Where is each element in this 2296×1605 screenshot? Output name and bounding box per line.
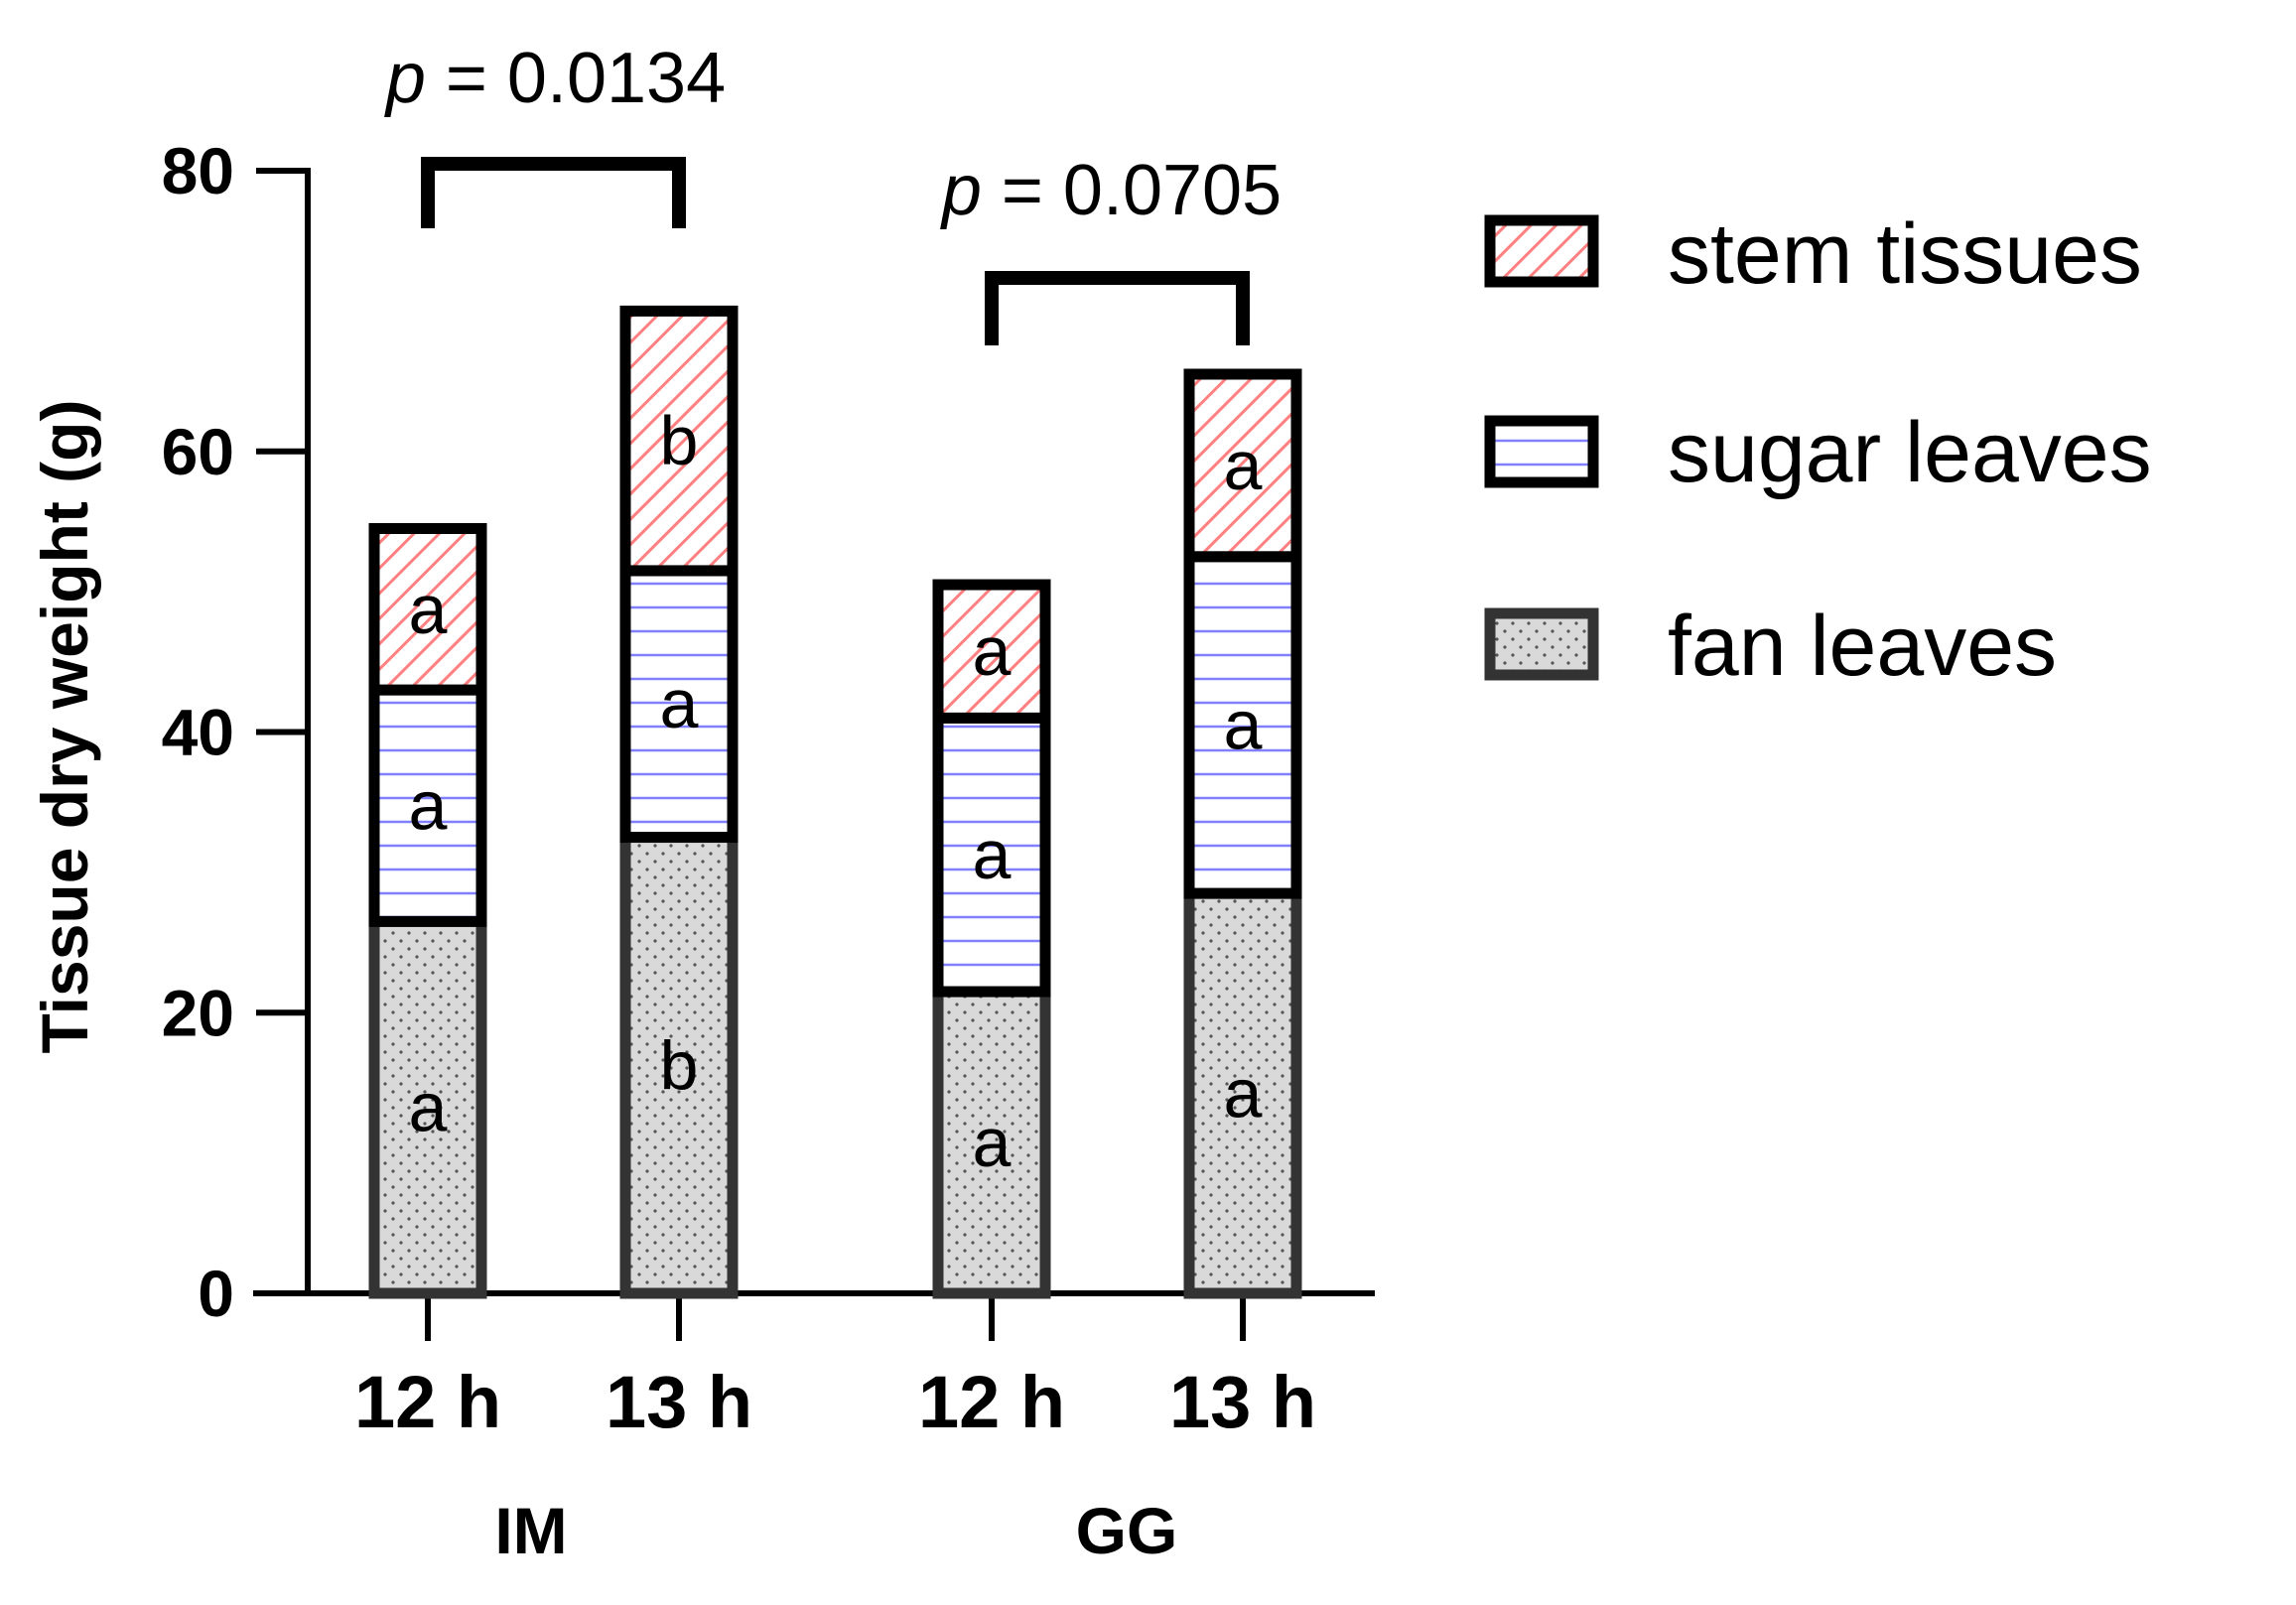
significance-letter-stem-tissues-0: a xyxy=(409,571,448,648)
group-label-gg: GG xyxy=(1076,1494,1178,1567)
significance-letter-stem-tissues-2: a xyxy=(973,612,1012,690)
legend-label-fan-leaves: fan leaves xyxy=(1668,599,2057,694)
y-tick-label-60: 60 xyxy=(162,415,234,488)
comparison-bracket-gg xyxy=(985,271,1250,345)
significance-letter-sugar-leaves-0: a xyxy=(409,767,448,845)
significance-letter-sugar-leaves-3: a xyxy=(1224,686,1263,763)
x-tick-label-13h-gg: 13 h xyxy=(1169,1361,1316,1443)
x-tick-label-13h-im: 13 h xyxy=(606,1361,752,1443)
p-value-label-gg: p = 0.0705 xyxy=(940,151,1282,230)
bar-segment-stem-tissues-1 xyxy=(619,305,739,577)
p-value-label-im: p = 0.0134 xyxy=(384,39,726,118)
significance-letter-stem-tissues-1: b xyxy=(660,402,699,479)
legend-label-sugar-leaves: sugar leaves xyxy=(1668,405,2152,500)
bars xyxy=(368,305,1302,1299)
significance-letter-stem-tissues-3: a xyxy=(1224,427,1263,504)
y-axis-title: Tissue dry weight (g) xyxy=(28,400,101,1054)
significance-letter-fan-leaves-0: a xyxy=(409,1069,448,1146)
legend-label-stem-tissues: stem tissues xyxy=(1668,206,2142,302)
significance-letter-sugar-leaves-1: a xyxy=(660,665,699,742)
bar-segment-stem-tissues-3 xyxy=(1183,368,1302,563)
x-ticks xyxy=(425,1293,1246,1341)
y-ticks: 0 20 40 60 80 xyxy=(162,134,308,1330)
x-category-labels: 12 h 13 h 12 h 13 h xyxy=(354,1361,1316,1443)
group-label-im: IM xyxy=(494,1494,567,1567)
bar-segment-sugar-leaves-0 xyxy=(368,684,487,927)
significance-letter-fan-leaves-3: a xyxy=(1224,1055,1263,1133)
bar-segment-fan-leaves-1 xyxy=(619,832,739,1299)
x-tick-label-12h-im: 12 h xyxy=(354,1361,501,1443)
bar-segment-stem-tissues-0 xyxy=(368,523,487,696)
significance-letters: a a a b a b a a a a a a xyxy=(409,402,1263,1181)
significance-letter-fan-leaves-2: a xyxy=(973,1104,1012,1181)
y-tick-label-80: 80 xyxy=(162,134,234,207)
significance-letter-sugar-leaves-2: a xyxy=(973,816,1012,893)
bar-segment-stem-tissues-2 xyxy=(932,579,1051,724)
legend-swatch-fan-leaves xyxy=(1484,607,1599,681)
y-tick-label-20: 20 xyxy=(162,976,234,1049)
legend-swatch-stem-tissues xyxy=(1484,214,1599,288)
comparison-brackets: p = 0.0134 p = 0.0705 xyxy=(384,39,1282,345)
significance-letter-fan-leaves-1: b xyxy=(660,1026,699,1104)
comparison-bracket-im xyxy=(421,157,686,228)
y-tick-label-40: 40 xyxy=(162,696,234,769)
group-labels: IM GG xyxy=(494,1494,1177,1567)
bar-segment-sugar-leaves-1 xyxy=(619,565,739,844)
x-tick-label-12h-gg: 12 h xyxy=(918,1361,1065,1443)
legend: stem tissues sugar leaves fan leaves xyxy=(1484,206,2152,694)
y-tick-label-0: 0 xyxy=(198,1257,234,1330)
bar-segment-fan-leaves-0 xyxy=(368,915,487,1299)
legend-swatch-sugar-leaves xyxy=(1484,415,1599,488)
